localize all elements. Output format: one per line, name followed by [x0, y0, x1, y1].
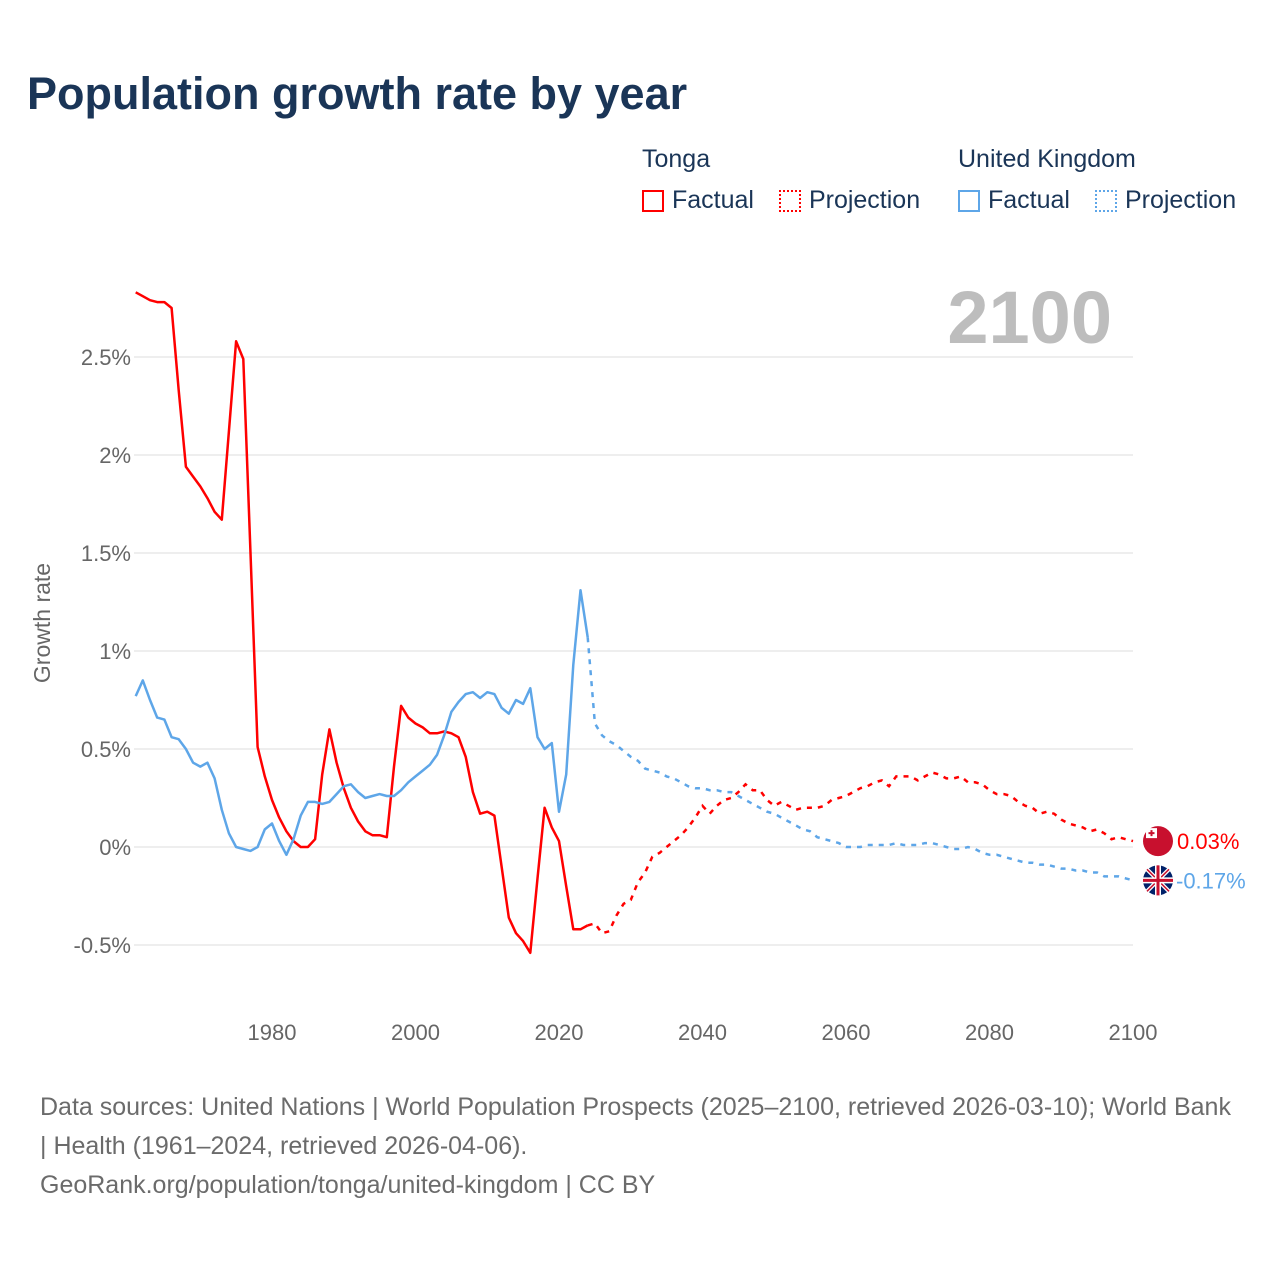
y-tick-label: -0.5%	[74, 933, 131, 958]
y-tick-label: 1%	[99, 639, 131, 664]
solid-swatch-icon	[642, 189, 664, 212]
legend-group-name: United Kingdom	[958, 145, 1136, 173]
flag-cross	[1148, 830, 1155, 837]
year-label: 2100	[947, 276, 1112, 359]
line-chart: -0.5% 0% 0.5% 1% 1.5% 2% 2.5% 1980 2000 2020 2040 2…	[29, 276, 1246, 1045]
y-axis-label: Growth rate	[29, 563, 55, 683]
x-tick-label: 2060	[822, 1020, 871, 1045]
tonga-flag-icon	[1143, 826, 1173, 857]
legend-tonga: Tonga Factual Projection	[642, 145, 938, 219]
tonga-factual-line	[135, 291, 589, 955]
flag-cross-red	[1143, 865, 1173, 896]
solid-swatch-icon	[958, 189, 980, 212]
uk-end-label: -0.17%	[1176, 868, 1246, 893]
y-tick-label: 0.5%	[81, 737, 131, 762]
legend-uk-projection[interactable]: Projection	[1094, 186, 1237, 215]
dotted-swatch-icon	[778, 189, 801, 212]
x-tick-label: 2040	[678, 1020, 727, 1045]
legend-label: Projection	[1124, 186, 1237, 214]
legend-label: Projection	[808, 186, 921, 214]
chart-title: Population growth rate by year	[27, 68, 688, 119]
uk-flag-icon	[1143, 865, 1173, 896]
uk-factual-line	[134, 588, 589, 857]
data-sources: Data sources: United Nations | World Pop…	[40, 1093, 1231, 1160]
dotted-swatch-icon	[1094, 189, 1117, 212]
legend-group-name: Tonga	[642, 145, 711, 173]
legend-uk-factual[interactable]: Factual	[958, 186, 1070, 215]
legend-label: Factual	[988, 186, 1070, 214]
y-tick-label: 2.5%	[81, 345, 131, 370]
x-tick-label: 2100	[1109, 1020, 1158, 1045]
y-tick-label: 1.5%	[81, 541, 131, 566]
legend-tonga-factual[interactable]: Factual	[642, 186, 754, 215]
x-tick-label: 1980	[248, 1020, 297, 1045]
source-link[interactable]: GeoRank.org/population/tonga/united-king…	[40, 1171, 656, 1199]
x-tick-label: 2020	[535, 1020, 584, 1045]
tonga-end-label: 0.03%	[1177, 829, 1239, 854]
y-tick-label: 0%	[99, 835, 131, 860]
uk-projection-line	[586, 637, 1134, 882]
y-tick-label: 2%	[99, 443, 131, 468]
x-tick-label: 2080	[965, 1020, 1014, 1045]
tonga-projection-line	[587, 771, 1134, 935]
legend-united-kingdom: United Kingdom Factual Projection	[958, 145, 1236, 219]
x-tick-label: 2000	[391, 1020, 440, 1045]
legend-tonga-projection[interactable]: Projection	[778, 186, 921, 215]
footer: Data sources: United Nations | World Pop…	[40, 1088, 1240, 1205]
legend-label: Factual	[672, 186, 754, 214]
